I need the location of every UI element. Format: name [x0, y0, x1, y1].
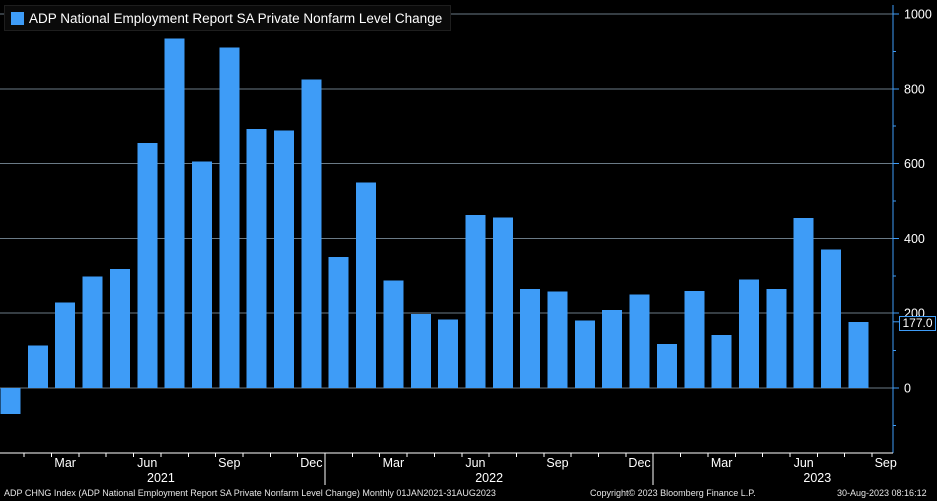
- bar: [383, 280, 404, 388]
- footer: ADP CHNG Index (ADP National Employment …: [0, 485, 937, 501]
- y-tick-label: 0: [904, 382, 911, 396]
- x-year-label: 2023: [803, 471, 831, 485]
- x-tick-label: Jun: [465, 456, 485, 470]
- bar: [55, 302, 76, 388]
- bar: [410, 313, 431, 388]
- x-tick-label: Sep: [546, 456, 568, 470]
- legend-label: ADP National Employment Report SA Privat…: [29, 10, 443, 26]
- bar: [164, 38, 185, 389]
- bar: [0, 388, 21, 415]
- x-tick-label: Dec: [300, 456, 322, 470]
- legend-swatch: [11, 11, 24, 25]
- bar: [848, 321, 869, 388]
- x-tick-label: Mar: [711, 456, 733, 470]
- bar: [656, 343, 677, 388]
- bar: [602, 310, 623, 388]
- footer-index-text: ADP CHNG Index (ADP National Employment …: [4, 488, 496, 498]
- y-tick-label: 400: [904, 232, 925, 246]
- bar: [684, 290, 705, 388]
- bar: [137, 143, 158, 388]
- footer-copyright: Copyright© 2023 Bloomberg Finance L.P.: [590, 488, 756, 498]
- bar: [492, 217, 513, 388]
- bar: [574, 320, 595, 388]
- bar: [465, 215, 486, 388]
- bar: [738, 279, 759, 388]
- x-tick-label: Sep: [875, 456, 897, 470]
- x-year-label: 2021: [147, 471, 175, 485]
- bar: [821, 249, 841, 388]
- bar: [301, 79, 322, 388]
- x-tick-label: Sep: [218, 456, 240, 470]
- x-tick-label: Jun: [137, 456, 157, 470]
- x-tick-label: Mar: [383, 456, 405, 470]
- y-tick-label: 600: [904, 157, 925, 171]
- y-tick-label: 800: [904, 82, 925, 96]
- bar: [356, 182, 377, 388]
- x-year-label: 2022: [475, 471, 503, 485]
- bar: [109, 269, 130, 388]
- chart-legend: ADP National Employment Report SA Privat…: [4, 5, 452, 31]
- bar: [629, 294, 650, 388]
- bar: [711, 334, 732, 388]
- y-tick-label: 1000: [904, 8, 932, 22]
- bar: [328, 257, 349, 388]
- bar: [520, 288, 541, 388]
- bar: [793, 217, 814, 388]
- x-tick-label: Mar: [54, 456, 76, 470]
- bar: [219, 47, 240, 388]
- last-value-label: 177.0: [899, 316, 936, 331]
- bar: [191, 161, 212, 388]
- bar: [27, 345, 48, 388]
- x-tick-label: Jun: [794, 456, 814, 470]
- bar: [246, 129, 267, 388]
- x-tick-label: Dec: [628, 456, 650, 470]
- footer-timestamp: 30-Aug-2023 08:16:12: [837, 488, 927, 498]
- bar: [438, 319, 459, 388]
- bar: [274, 130, 294, 389]
- bar: [547, 291, 568, 388]
- bar: [766, 288, 787, 388]
- bar: [82, 276, 103, 388]
